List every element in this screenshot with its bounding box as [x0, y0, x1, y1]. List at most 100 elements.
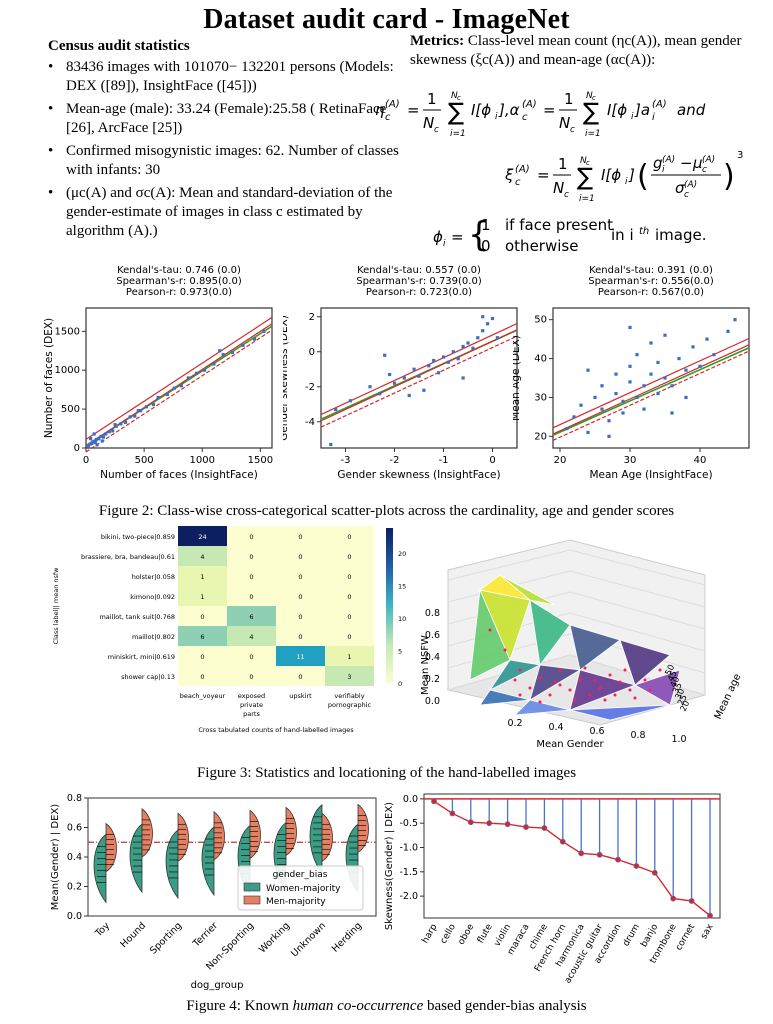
scatter-point	[334, 407, 338, 412]
svg-text:i=1: i=1	[450, 129, 466, 139]
heatmap-value: 0	[298, 633, 302, 641]
y-tick-label: 0.0	[403, 794, 418, 805]
surface-point	[503, 648, 507, 652]
z-tick-label: 0.4	[425, 652, 440, 663]
scatter-point	[705, 337, 709, 341]
y-tick-label: 0.8	[67, 793, 82, 804]
y-tick-label: 1000	[55, 365, 80, 376]
scatter-point	[89, 437, 93, 441]
heatmap-cell	[276, 586, 325, 606]
x-tick-label: harp	[421, 922, 440, 945]
x-tick-label: sax	[699, 922, 716, 941]
grid-line	[447, 549, 571, 581]
x-axis-label: Mean Age (InsightFace)	[589, 469, 712, 481]
heatmap-cell	[178, 646, 227, 666]
scatter-point	[490, 316, 495, 321]
census-item: 83436 images with 101070− 132201 persons…	[48, 58, 408, 96]
heatmap-value: 0	[249, 653, 253, 661]
heatmap-value: 0	[200, 613, 204, 621]
svg-text:(A): (A)	[684, 180, 697, 190]
scatter-point	[221, 353, 225, 357]
surface-point	[528, 686, 532, 690]
y-tick-label: 30	[674, 687, 688, 701]
scatter-point	[91, 440, 95, 444]
fit-line	[552, 347, 750, 437]
y-axis-label: Mean age	[713, 672, 744, 721]
heatmap-value: 0	[298, 533, 302, 541]
scatter-point	[726, 329, 730, 333]
surface-point	[648, 688, 652, 692]
x-tick-label: 0	[83, 455, 89, 466]
figure-4-caption-post: based gender-bias analysis	[423, 998, 587, 1014]
th-sup: th	[639, 226, 649, 237]
scatter-chart-gender-skewness: Kendal's-tau: 0.557 (0.0)Spearman's-r: 0…	[283, 265, 518, 481]
svg-text:c: c	[515, 177, 521, 188]
surface-point	[608, 673, 612, 677]
y-tick-label: 50	[534, 315, 547, 326]
svg-text:c: c	[434, 125, 439, 135]
x-axis-label: Mean Gender	[536, 739, 604, 750]
scatter-point	[698, 364, 702, 368]
scatter-point	[432, 358, 436, 363]
heatmap-cell	[276, 606, 325, 626]
svg-text:c: c	[385, 112, 391, 123]
svg-text:η: η	[375, 101, 385, 119]
plot-frame	[552, 307, 750, 449]
stats-label: Kendal's-tau: 0.391 (0.0)	[589, 265, 713, 276]
heatmap-value: 0	[298, 613, 302, 621]
heatmap-cell	[276, 546, 325, 566]
scatter-point	[495, 336, 499, 340]
svg-text:N: N	[451, 91, 458, 101]
scatter-point	[202, 368, 207, 372]
surface-point	[583, 666, 587, 670]
y-axis-label: Number of faces (DEX)	[43, 318, 55, 438]
scatter-point	[642, 407, 646, 411]
svg-text:i: i	[631, 112, 634, 122]
surface-point	[538, 676, 542, 680]
svg-text:=: =	[451, 228, 464, 246]
scatter-point	[218, 349, 222, 353]
heatmap-value: 6	[200, 633, 204, 641]
scatter-point	[733, 318, 737, 322]
svg-text:N: N	[586, 91, 593, 101]
svg-text:c: c	[684, 190, 689, 200]
heatmap-value: 0	[347, 553, 351, 561]
heatmap-y-label: Class label|| mean nsfw	[52, 567, 60, 645]
heatmap-cell	[178, 666, 227, 686]
otherwise-text: otherwise	[505, 237, 578, 255]
fit-line	[85, 329, 273, 453]
x-tick-label: -1	[439, 455, 449, 466]
figure-4-caption-pre: Figure 4: Known	[186, 998, 293, 1014]
heatmap-cell	[276, 646, 325, 666]
y-tick-label: -2.0	[399, 891, 418, 902]
heatmap-cell	[178, 546, 227, 566]
x-tick-label: 1500	[248, 455, 273, 466]
y-axis-label: Mean(Gender) | DEX)	[50, 804, 61, 910]
z-tick-label: 0.0	[425, 696, 440, 707]
heatmap-cell	[227, 646, 276, 666]
lollipop-dot	[523, 824, 529, 830]
surface-point	[518, 668, 522, 672]
svg-text:c: c	[592, 94, 596, 102]
heatmap-cell	[227, 526, 276, 546]
plot-frame	[320, 307, 518, 449]
surface-point	[603, 698, 607, 702]
scatter-point	[670, 411, 674, 415]
scatter-point	[461, 344, 465, 349]
x-tick-label: 0	[489, 455, 495, 466]
scatter-point	[607, 419, 611, 423]
x-tick-label: 0.6	[589, 726, 604, 737]
scatter-point	[712, 353, 716, 357]
svg-text:i=1: i=1	[585, 129, 601, 139]
stats-label: Pearson-r: 0.723(0.0)	[366, 287, 472, 298]
svg-text:I[ϕ: I[ϕ	[471, 101, 491, 119]
lollipop-dot	[578, 850, 585, 857]
surface-patch	[499, 574, 556, 606]
svg-text:c: c	[457, 94, 461, 102]
svg-text:(A): (A)	[662, 155, 675, 165]
y-tick-label: -1.5	[399, 867, 418, 878]
surface-point	[558, 668, 562, 672]
scatter-point	[151, 402, 156, 407]
y-axis-label: Skewness(Gender) | DEX)	[384, 802, 395, 930]
svg-text:1: 1	[481, 216, 491, 234]
